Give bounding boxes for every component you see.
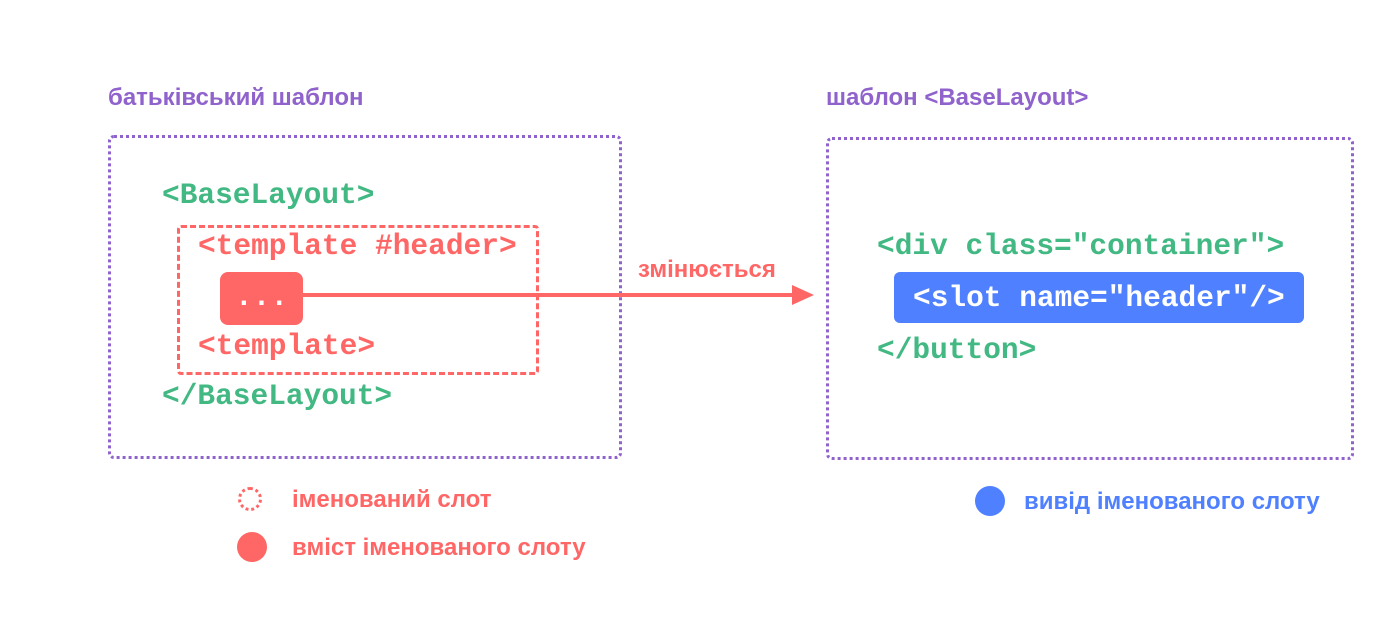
slot-content-block: ...	[220, 272, 303, 325]
replace-arrow	[302, 285, 814, 305]
template-header-open-tag: <template #header>	[198, 229, 517, 263]
slot-outlet-legend-icon	[975, 486, 1005, 516]
div-container-open-tag: <div class="container">	[877, 229, 1285, 263]
base-layout-open-tag: <BaseLayout>	[162, 178, 375, 212]
parent-template-title: батьківський шаблон	[108, 84, 364, 111]
arrow-label: змінюється	[638, 256, 776, 283]
arrow-head-icon	[792, 285, 814, 305]
child-template-box	[826, 137, 1354, 460]
child-template-title: шаблон <BaseLayout>	[826, 84, 1089, 111]
legend-named-slot: іменований слот	[292, 486, 492, 513]
base-layout-close-tag: </BaseLayout>	[162, 379, 393, 413]
named-slot-legend-icon	[238, 487, 262, 511]
button-close-tag: </button>	[877, 333, 1037, 367]
slot-content-legend-icon	[237, 532, 267, 562]
slot-outlet-block	[894, 272, 1304, 323]
slot-outlet-tag: <slot name="header"/>	[913, 281, 1285, 315]
legend-named-slot-outlet: вивід іменованого слоту	[1024, 488, 1320, 515]
named-slot-box	[177, 225, 539, 375]
template-close-tag: <template>	[198, 329, 376, 363]
legend-named-slot-content: вміст іменованого слоту	[292, 534, 586, 561]
